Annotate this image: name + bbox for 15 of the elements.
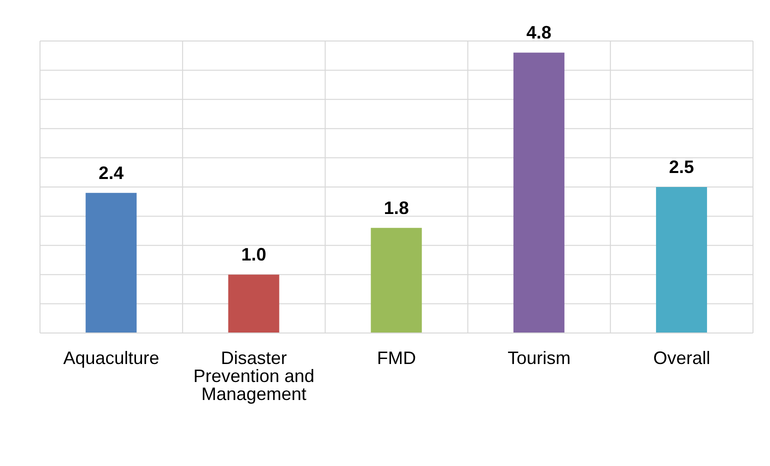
- bar: [370, 228, 422, 333]
- x-tick-label: Tourism: [508, 348, 571, 368]
- data-label: 2.5: [669, 157, 694, 177]
- x-tick-label: FMD: [377, 348, 416, 368]
- bar: [228, 274, 280, 333]
- bar: [513, 52, 564, 333]
- bar: [656, 187, 708, 333]
- data-label: 2.4: [98, 162, 124, 183]
- x-tick-label: Aquaculture: [63, 348, 160, 368]
- bar: [86, 192, 137, 333]
- x-tick-label: Overall: [653, 348, 710, 368]
- data-label: 1.8: [384, 198, 409, 218]
- data-label: 1.0: [241, 244, 266, 265]
- x-tick-label: Disaster Prevention and Management: [193, 348, 314, 404]
- data-label: 4.8: [526, 22, 552, 43]
